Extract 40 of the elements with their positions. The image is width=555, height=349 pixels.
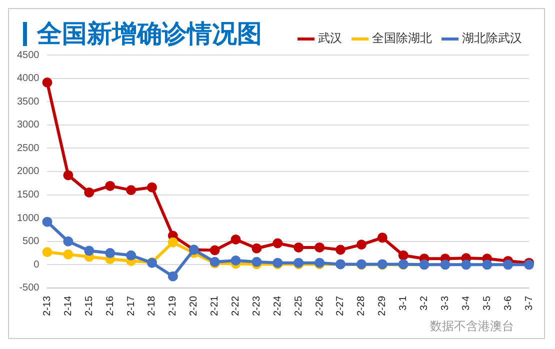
y-tick-label: 1000: [16, 212, 40, 224]
x-tick-label: 3-5: [482, 296, 493, 310]
y-tick-label: 2500: [16, 142, 40, 154]
x-tick-label: 3-1: [398, 296, 410, 310]
x-tick-label: 2-21: [210, 296, 221, 316]
x-tick-label: 2-18: [146, 296, 158, 316]
x-tick-label: 2-15: [84, 296, 95, 316]
y-tick-label: 1500: [16, 190, 40, 201]
x-tick-label: 2-16: [104, 296, 116, 316]
x-tick-label: 2-29: [377, 296, 388, 316]
legend-label: 湖北除武汉: [462, 31, 522, 46]
legend-label: 全国除湖北: [372, 31, 432, 46]
chart-title: 全国新增确诊情况图: [37, 18, 262, 50]
x-tick-label: 3-4: [460, 296, 472, 310]
x-tick-label: 2-22: [230, 296, 242, 316]
y-tick-label: -500: [19, 282, 40, 294]
x-tick-label: 3-7: [524, 296, 535, 310]
y-tick-label: 0: [34, 259, 40, 270]
x-tick-label: 2-17: [126, 296, 137, 316]
y-tick-label: 4000: [16, 73, 40, 84]
x-tick-label: 2-28: [356, 296, 368, 316]
x-tick-label: 3-3: [440, 296, 451, 310]
legend-label: 武汉: [318, 31, 342, 46]
x-tick-label: 2-26: [314, 296, 326, 316]
x-tick-label: 2-24: [272, 296, 284, 316]
x-tick-label: 3-2: [419, 296, 430, 310]
x-tick-label: 2-23: [251, 296, 262, 316]
x-tick-label: 2-19: [168, 296, 179, 316]
x-tick-label: 3-6: [502, 296, 514, 310]
y-tick-label: 3000: [16, 120, 40, 131]
x-tick-label: 2-25: [293, 296, 304, 316]
text: 数据不含港澳台: [430, 318, 514, 335]
x-tick-label: 2-20: [188, 296, 200, 316]
y-tick-label: 4500: [16, 50, 40, 61]
x-tick-label: 2-13: [42, 296, 53, 316]
x-tick-label: 2-14: [62, 296, 74, 316]
y-tick-label: 3500: [16, 96, 40, 108]
y-tick-label: 500: [22, 236, 40, 248]
x-tick-label: 2-27: [335, 296, 346, 316]
y-tick-label: 2000: [16, 166, 40, 178]
